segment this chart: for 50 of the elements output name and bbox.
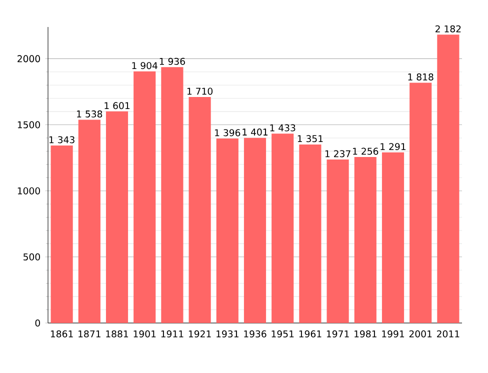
data-label: 1 936 <box>160 58 185 65</box>
bar <box>50 146 73 323</box>
x-tick-label: 1901 <box>134 330 156 338</box>
bar <box>106 111 128 323</box>
x-tick-label: 1981 <box>354 330 376 338</box>
bar <box>216 138 238 323</box>
x-tick-label: 1911 <box>161 330 184 338</box>
y-tick-label: 0 <box>35 319 40 327</box>
bar <box>410 82 432 323</box>
x-tick-label: 1881 <box>106 330 128 338</box>
x-tick-label: 1871 <box>78 330 100 338</box>
x-tick-label: 1971 <box>326 330 349 338</box>
bar <box>437 34 460 323</box>
data-label: 2 182 <box>436 25 461 32</box>
x-tick-label: 1861 <box>50 330 73 338</box>
data-label: 1 818 <box>408 73 434 80</box>
data-label: 1 343 <box>49 136 74 144</box>
bar <box>188 97 211 323</box>
data-label: 1 538 <box>77 110 102 118</box>
bar <box>382 152 404 323</box>
data-label: 1 256 <box>353 148 378 155</box>
data-label: 1 401 <box>242 128 268 136</box>
y-tick-label: 500 <box>24 253 40 260</box>
bar <box>354 157 376 323</box>
bar <box>161 67 184 323</box>
x-tick-label: 1991 <box>382 330 404 338</box>
data-label: 1 601 <box>104 102 130 110</box>
bar <box>299 144 322 323</box>
x-tick-label: 1921 <box>188 330 211 338</box>
bar <box>78 120 100 323</box>
bar <box>244 138 266 323</box>
data-label: 1 291 <box>380 143 406 150</box>
data-label: 1 396 <box>215 129 240 136</box>
data-label: 1 710 <box>187 88 213 95</box>
data-label: 1 433 <box>270 124 296 132</box>
bar <box>134 71 156 323</box>
data-label: 1 351 <box>298 135 323 142</box>
bar <box>272 134 294 323</box>
x-tick-label: 1961 <box>299 330 322 338</box>
x-tick-label: 1936 <box>244 330 266 338</box>
y-tick-label: 1000 <box>18 187 40 194</box>
bar <box>326 160 349 323</box>
data-label: 1 904 <box>132 62 158 70</box>
x-tick-label: 2011 <box>437 330 460 338</box>
data-label: 1 237 <box>325 150 350 158</box>
x-tick-label: 1931 <box>216 330 238 338</box>
x-tick-label: 1951 <box>272 330 294 338</box>
x-tick-label: 2001 <box>409 330 432 338</box>
y-tick-label: 2000 <box>18 55 40 62</box>
y-tick-label: 1500 <box>18 121 40 128</box>
